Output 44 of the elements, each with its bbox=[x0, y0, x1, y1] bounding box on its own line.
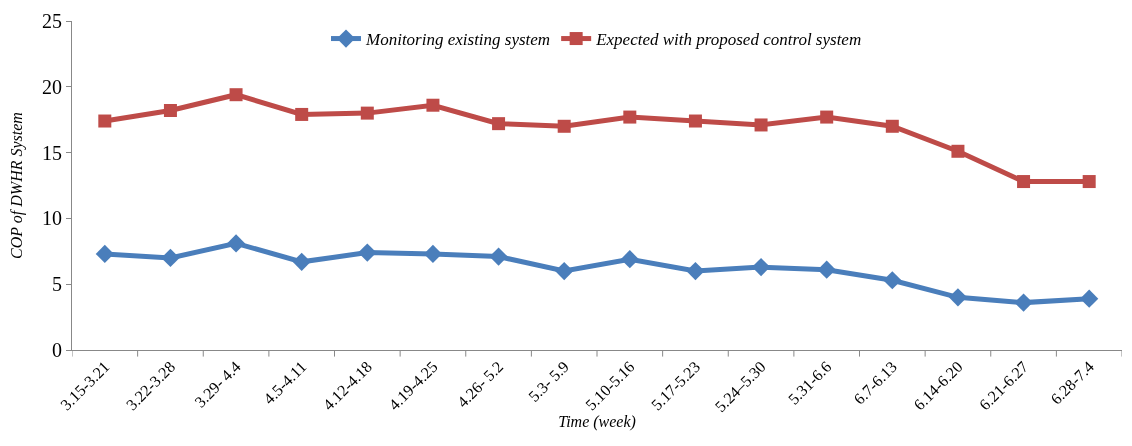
point bbox=[555, 261, 574, 281]
point bbox=[360, 106, 374, 120]
point bbox=[292, 252, 311, 271]
point bbox=[95, 244, 114, 264]
point bbox=[1017, 175, 1031, 189]
x-tick-label: 5.3- 5.9 bbox=[525, 357, 572, 405]
point bbox=[951, 144, 965, 158]
point bbox=[948, 288, 968, 307]
point bbox=[358, 243, 377, 262]
y-tick-label: 15 bbox=[42, 141, 62, 164]
point bbox=[754, 118, 768, 132]
point bbox=[423, 244, 443, 264]
point bbox=[492, 117, 506, 131]
y-tick-label: 0 bbox=[52, 339, 62, 361]
x-tick-label: 3.29- 4.4 bbox=[191, 357, 244, 411]
x-axis-title: Time (week) bbox=[558, 413, 636, 432]
point bbox=[885, 119, 899, 133]
point bbox=[1082, 175, 1096, 189]
point bbox=[229, 88, 243, 102]
point bbox=[1014, 293, 1033, 312]
x-tick-label: 4.26- 5.2 bbox=[453, 357, 507, 411]
legend-label: Expected with proposed control system bbox=[595, 30, 862, 50]
point bbox=[163, 103, 177, 117]
y-tick-label: 25 bbox=[42, 10, 62, 32]
y-axis-title: COP of DWHR System bbox=[7, 112, 26, 259]
y-tick-label: 10 bbox=[42, 207, 62, 230]
point bbox=[295, 107, 309, 121]
point bbox=[161, 248, 180, 267]
point bbox=[226, 234, 246, 253]
point bbox=[820, 110, 834, 124]
point bbox=[688, 114, 702, 128]
legend-label: Monitoring existing system bbox=[365, 30, 551, 50]
point bbox=[686, 261, 705, 281]
point bbox=[557, 119, 571, 133]
point bbox=[426, 98, 440, 112]
point bbox=[883, 271, 902, 290]
y-tick-label: 5 bbox=[52, 273, 62, 296]
point bbox=[1080, 289, 1099, 308]
point bbox=[489, 247, 508, 266]
point bbox=[620, 250, 639, 269]
point bbox=[623, 110, 637, 124]
point bbox=[751, 257, 771, 277]
point bbox=[98, 114, 112, 128]
y-tick-label: 20 bbox=[42, 75, 62, 98]
